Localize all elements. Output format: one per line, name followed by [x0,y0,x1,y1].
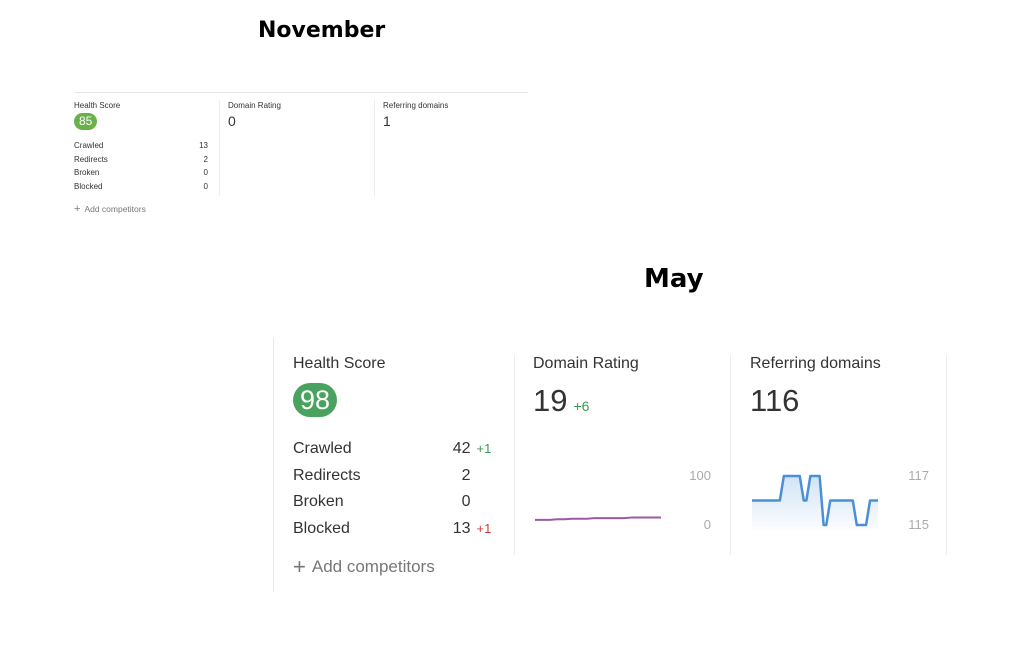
stat-change: +1 [476,520,492,536]
domain-rating-title: Domain Rating [228,101,281,110]
plus-icon: + [74,203,81,215]
health-score-card[interactable]: Health Score 85 Crawled 13 Redirects 2 B… [74,101,208,193]
stat-row-broken[interactable]: Broken 0 [74,166,208,180]
add-competitors-button[interactable]: + Add competitors [293,554,435,580]
column-divider [514,355,515,555]
sparkline-area [752,476,878,530]
stat-label: Redirects [74,154,108,164]
domain-rating-axis-max: 100 [689,468,711,483]
stat-change: +1 [476,441,492,456]
column-divider [219,100,220,196]
stat-value: 13 [199,141,208,150]
domain-rating-sparkline [535,516,661,521]
stat-label: Crawled [74,141,104,150]
panel-left-divider [273,338,274,592]
column-divider [946,355,947,555]
crawl-stats-list: Crawled 13 Redirects 2 Broken 0 Blocked … [74,139,208,193]
november-heading: November [258,18,386,43]
domain-rating-change: +6 [573,398,590,414]
stat-value: 0 [461,493,471,510]
referring-domains-axis-max: 117 [908,468,929,483]
sparkline-line [752,474,878,527]
health-score-title: Health Score [74,101,121,110]
health-score-title: Health Score [293,355,386,372]
referring-domains-axis-min: 115 [908,517,929,532]
referring-domains-title: Referring domains [750,355,881,372]
stat-value: 0 [203,168,208,177]
may-overview-panel: Health Score 98 Crawled 42 +1 Redirects … [273,338,953,592]
domain-rating-value: 19 [533,383,568,418]
domain-rating-value-row: 19 +6 [533,384,723,423]
domain-rating-card[interactable]: Domain Rating 19 +6 [533,355,723,423]
stat-row-broken[interactable]: Broken 0 [293,489,498,516]
stat-row-blocked[interactable]: Blocked 13 +1 [293,516,498,543]
domain-rating-axis-min: 0 [703,517,711,532]
domain-rating-card[interactable]: Domain Rating 0 [219,101,369,129]
panel-top-divider [74,92,528,93]
stat-value: 0 [203,181,208,191]
domain-rating-value: 0 [228,113,236,129]
stat-change [477,489,498,516]
stat-row-crawled[interactable]: Crawled 13 [74,139,208,153]
stat-label: Blocked [74,181,103,191]
referring-domains-sparkline [752,474,878,530]
domain-rating-title: Domain Rating [533,355,639,372]
stat-label: Broken [293,493,344,510]
may-heading: May [644,264,704,294]
stat-label: Crawled [293,440,352,457]
plus-icon: + [293,554,306,579]
referring-domains-value: 1 [383,113,391,129]
crawl-stats-list: Crawled 42 +1 Redirects 2 Broken 0 Block… [293,436,498,542]
stat-value: 2 [461,466,471,484]
stat-value: 13 [452,519,471,537]
referring-domains-card[interactable]: Referring domains 116 [750,355,940,418]
stat-label: Redirects [293,466,361,484]
referring-domains-value: 116 [750,383,800,418]
column-divider [374,100,375,196]
stat-value: 42 [452,440,471,457]
column-divider [730,355,731,555]
stat-row-crawled[interactable]: Crawled 42 +1 [293,436,498,463]
november-overview-panel: Health Score 85 Crawled 13 Redirects 2 B… [74,92,528,222]
sparkline-line [535,516,661,521]
add-competitors-label: Add competitors [311,557,435,576]
health-score-card[interactable]: Health Score 98 Crawled 42 +1 Redirects … [293,355,498,542]
stat-row-redirects[interactable]: Redirects 2 [293,463,498,490]
stat-row-blocked[interactable]: Blocked 0 [74,180,208,194]
referring-domains-title: Referring domains [383,101,449,110]
stat-row-redirects[interactable]: Redirects 2 [74,153,208,167]
stat-value: 2 [203,154,208,164]
add-competitors-button[interactable]: + Add competitors [74,203,146,215]
stat-label: Broken [74,168,100,177]
stat-change [477,463,498,490]
health-score-badge: 98 [293,383,338,417]
stat-label: Blocked [293,519,350,537]
health-score-badge: 85 [74,113,98,130]
referring-domains-card[interactable]: Referring domains 1 [374,101,524,129]
add-competitors-label: Add competitors [84,204,146,214]
